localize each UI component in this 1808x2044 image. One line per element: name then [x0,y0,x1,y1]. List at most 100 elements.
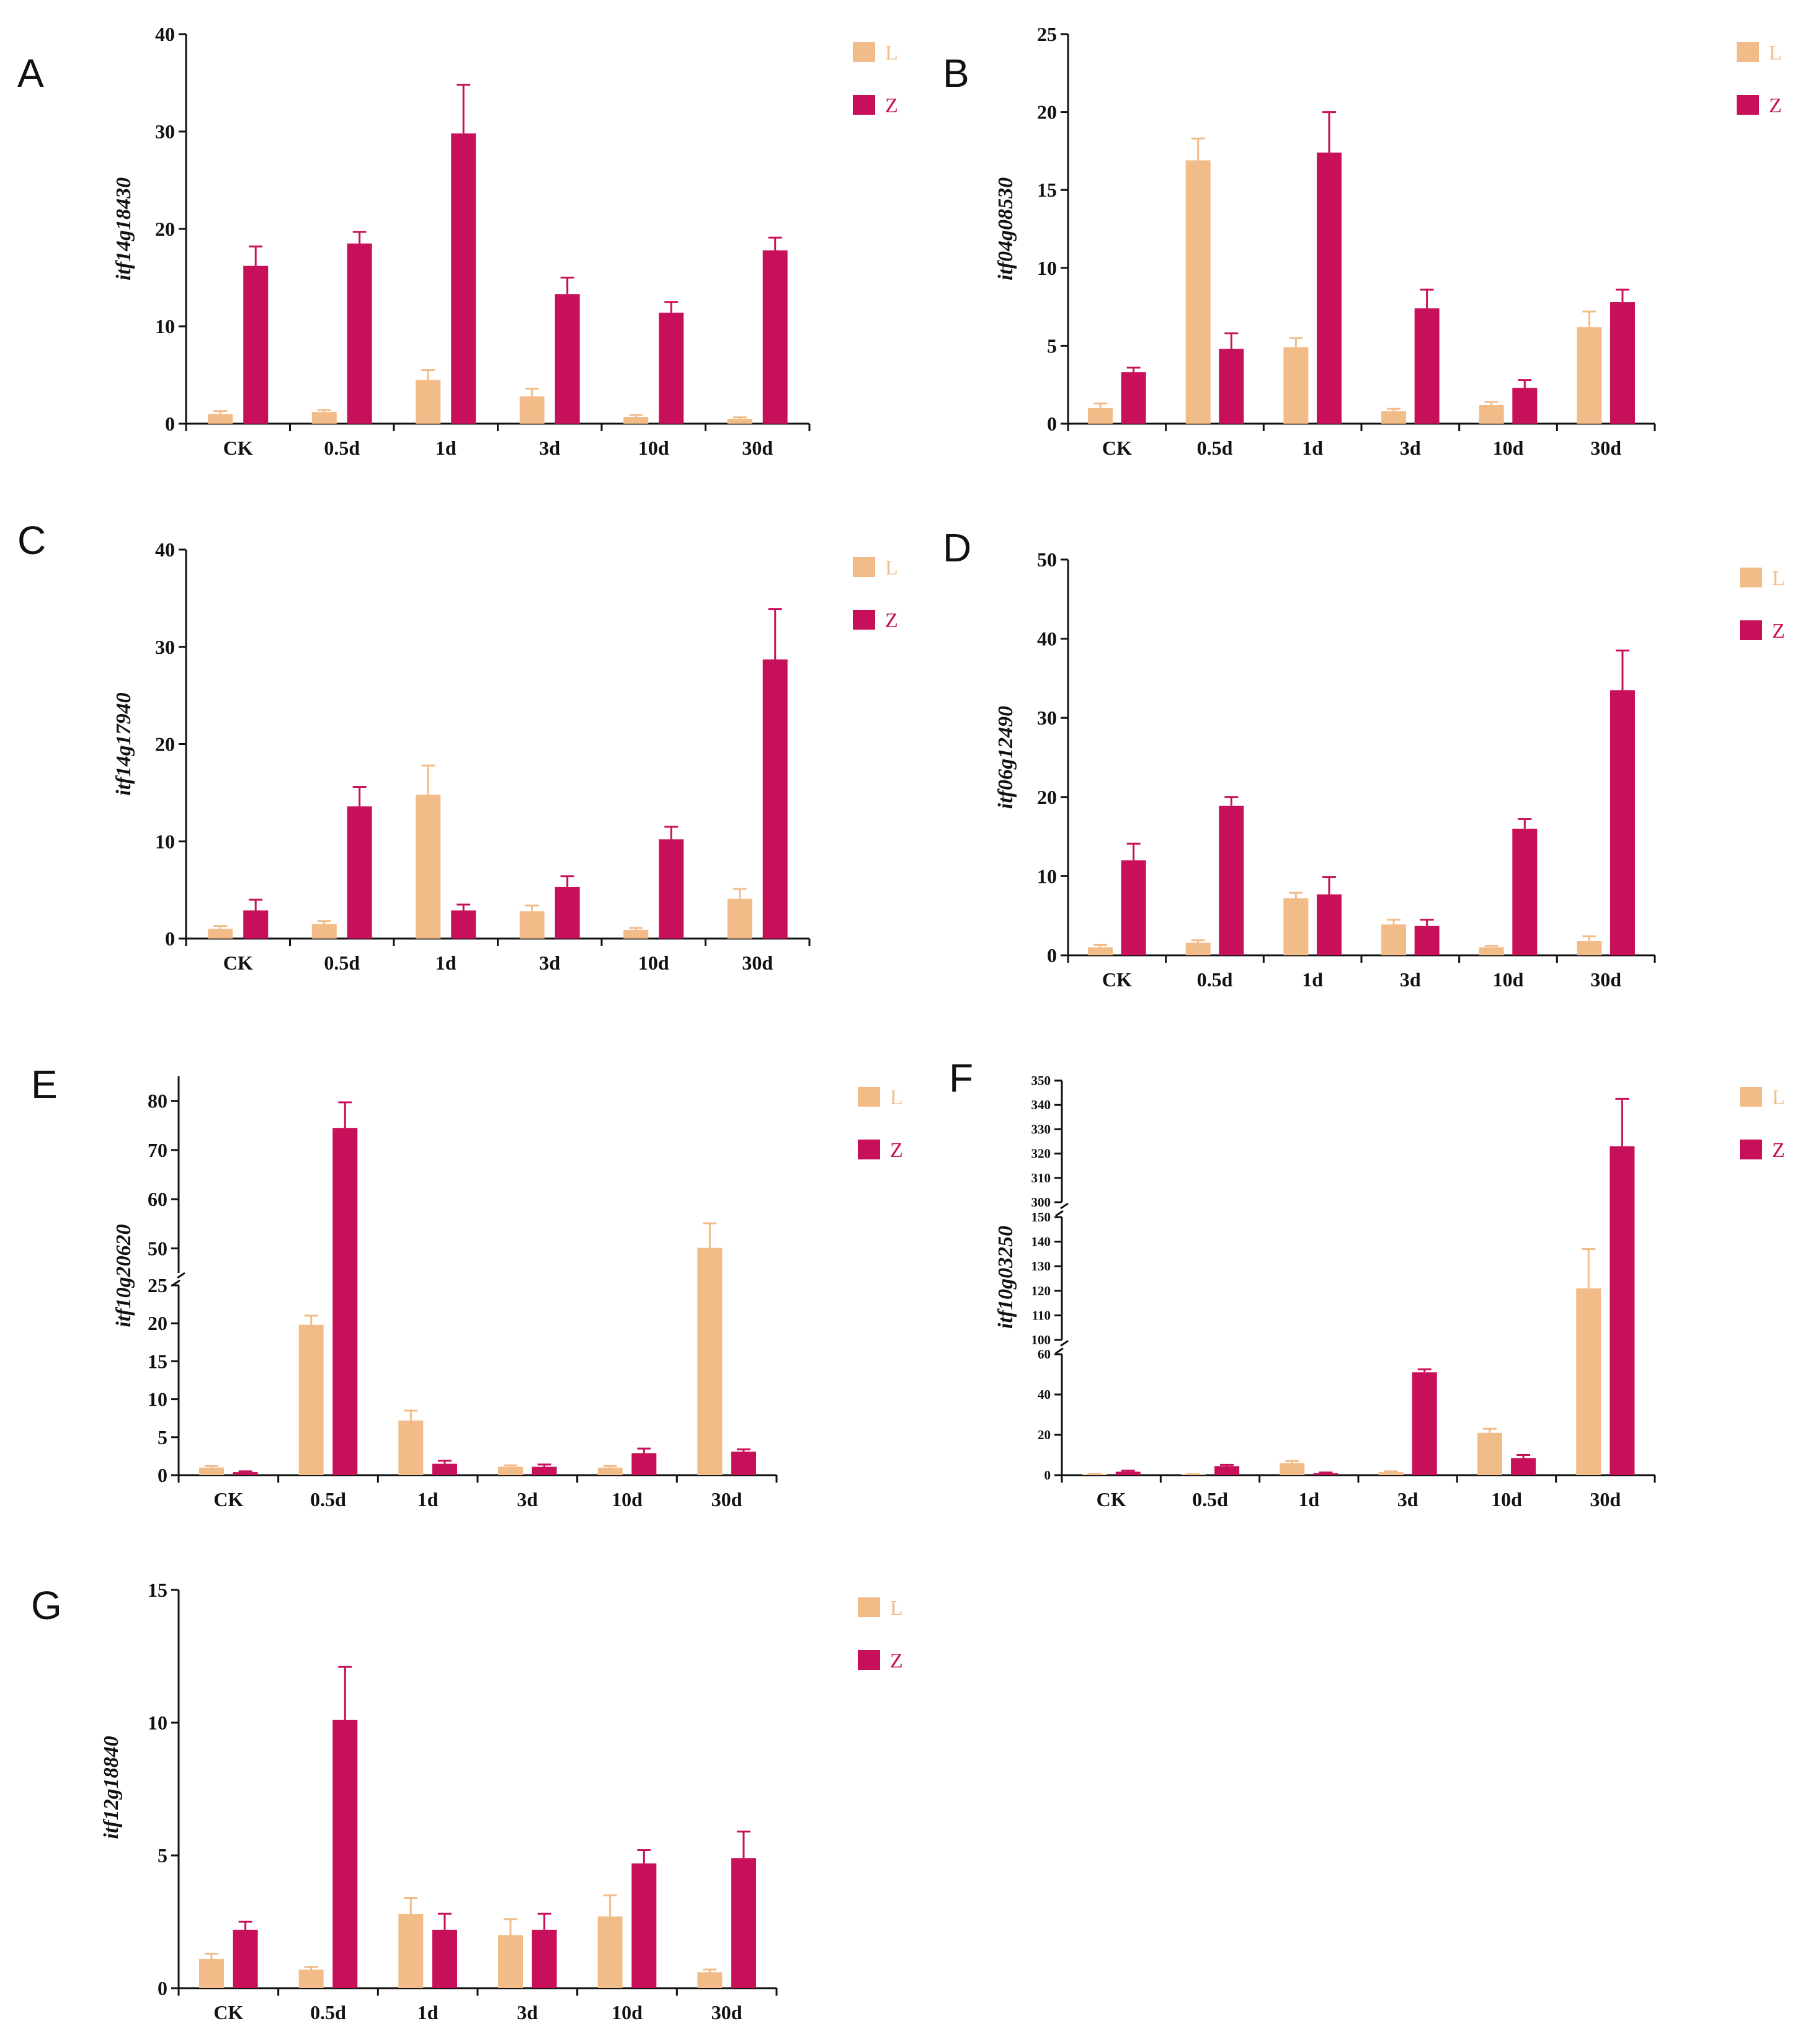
y-tick-label-f: 310 [1031,1171,1051,1185]
bar-e-l-3d [498,1466,523,1475]
y-tick-label-e: 50 [148,1237,167,1259]
bar-g-z-10d [631,1863,657,1988]
y-tick-label-d: 10 [1037,865,1057,887]
legend-swatch-l [858,1087,880,1107]
bar-b-l-ck [1088,408,1113,424]
bar-g-l-0.5d [298,1970,324,1988]
y-tick-label-g: 15 [148,1579,167,1601]
bar-d-z-30d [1610,690,1635,955]
bar-c-l-30d [727,898,752,939]
y-tick-label-e: 15 [148,1350,167,1372]
bar-f-z-3d [1412,1372,1437,1475]
bar-g-l-10d [597,1916,623,1988]
y-tick-label-b: 25 [1037,23,1057,45]
bar-c-l-ck [208,929,233,939]
panel-letter-d: D [943,525,971,570]
y-tick-label-c: 20 [155,733,175,756]
x-tick-label-b: CK [1102,437,1132,459]
bar-b-l-0.5d [1185,160,1211,424]
bar-b-l-3d [1381,411,1407,424]
y-tick-label-f: 320 [1031,1146,1051,1161]
axis-break-mark-f [1055,1340,1069,1354]
bar-d-l-ck [1088,947,1113,955]
y-axis-title-c: itf14g17940 [112,692,135,795]
legend-swatch-z [1740,620,1762,640]
bar-a-l-10d [623,417,649,424]
bar-a-z-10d [659,313,684,424]
y-tick-label-a: 0 [165,413,175,435]
x-tick-label-g: 0.5d [310,2001,346,2024]
legend-label-l: L [890,1086,903,1109]
panel-letter-g: G [31,1583,62,1628]
bar-a-z-30d [762,250,788,424]
legend-label-l: L [885,556,898,579]
bar-g-l-30d [697,1972,723,1988]
y-tick-label-e: 80 [148,1090,167,1112]
bar-d-z-0.5d [1219,805,1244,955]
bar-a-z-ck [243,266,269,424]
y-tick-label-g: 10 [148,1712,167,1734]
y-tick-label-d: 30 [1037,707,1057,729]
bar-b-z-30d [1610,302,1635,424]
y-tick-label-e: 25 [148,1274,167,1296]
bar-g-z-0.5d [332,1720,358,1988]
y-tick-label-b: 5 [1047,334,1057,357]
legend-swatch-l [1740,568,1762,587]
bar-c-z-3d [554,886,580,939]
bar-f-z-0.5d [1214,1466,1240,1475]
bar-a-z-1d [451,133,476,424]
panel-letter-e: E [31,1062,58,1107]
legend-label-l: L [1769,42,1782,65]
legend-label-l: L [885,42,898,65]
bar-e-z-ck [233,1472,258,1475]
legend-label-l: L [1772,567,1785,590]
panel-letter-b: B [943,51,969,96]
panel-e: E 0 5 10 15 20 25 50 60 70 80 itf10g20620 CK 0.5d 1d 3d… [31,1062,903,1511]
y-tick-label-d: 40 [1037,628,1057,650]
legend-label-z: Z [890,1649,903,1672]
x-tick-label-c: 3d [539,952,560,974]
y-tick-label-a: 40 [155,23,175,45]
bar-f-z-ck [1115,1471,1141,1475]
x-tick-label-f: 10d [1491,1488,1522,1511]
bar-f-l-ck [1082,1474,1107,1475]
x-tick-label-f: 1d [1298,1488,1319,1511]
y-axis-title-e: itf10g20620 [112,1224,135,1327]
bar-b-l-10d [1479,404,1504,424]
bar-f-l-10d [1477,1432,1502,1475]
x-tick-label-e: CK [213,1488,243,1511]
y-axis-title-a: itf14g18430 [112,177,135,280]
legend-label-l: L [1772,1086,1785,1109]
legend-g: LZ [858,1597,903,1672]
bar-a-l-30d [727,419,752,424]
panel-letter-f: F [949,1056,973,1100]
y-axis-c: 0 10 20 30 40 [155,538,187,950]
y-axis-title-b: itf04g08530 [994,177,1017,280]
bar-b-z-ck [1121,372,1146,424]
x-tick-label-e: 10d [612,1488,643,1511]
x-tick-label-g: 3d [517,2001,538,2024]
legend-swatch-z [1740,1140,1762,1159]
legend-label-z: Z [885,609,898,632]
y-axis-a: 0 10 20 30 40 [155,23,187,435]
bar-e-z-30d [731,1452,756,1475]
bar-e-z-3d [532,1466,557,1475]
y-tick-label-d: 0 [1047,944,1057,966]
legend-swatch-l [1737,42,1759,62]
y-tick-label-e: 20 [148,1312,167,1334]
x-tick-label-f: 0.5d [1192,1488,1228,1511]
x-tick-label-c: CK [223,952,253,974]
y-axis-d: 0 10 20 30 40 50 [1037,548,1069,966]
y-tick-label-f: 140 [1031,1234,1051,1249]
y-tick-label-b: 10 [1037,257,1057,279]
bar-g-z-30d [731,1858,756,1988]
y-axis-b: 0 5 10 15 20 25 [1037,23,1069,435]
x-tick-label-f: 3d [1397,1488,1418,1511]
bar-a-l-3d [519,396,545,424]
x-tick-label-c: 10d [638,952,669,974]
bar-f-l-3d [1378,1472,1404,1475]
y-tick-label-f: 40 [1038,1387,1051,1402]
